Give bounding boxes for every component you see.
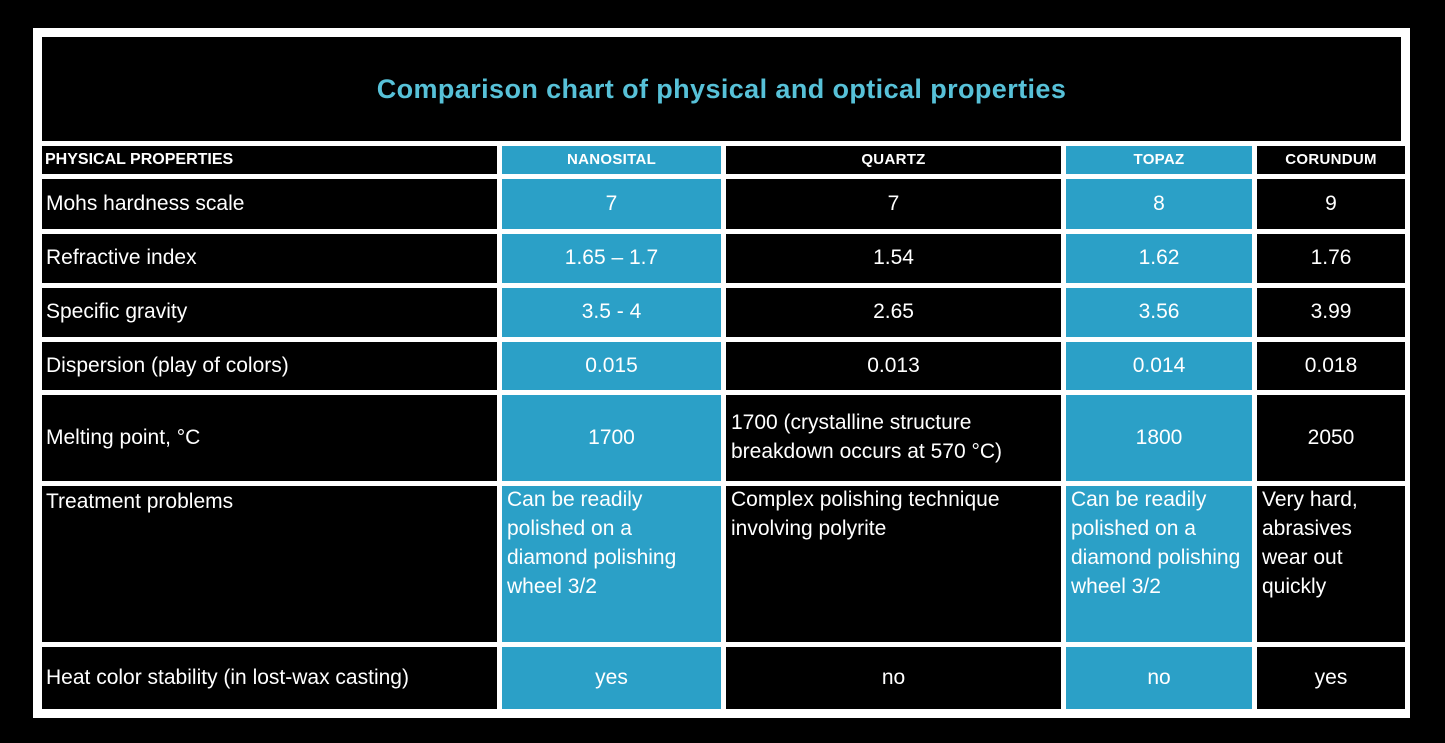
value-cell-quartz: no	[726, 647, 1061, 709]
value-cell-corundum: 0.018	[1257, 342, 1405, 390]
table-row: Treatment problems Can be readily polishe…	[42, 486, 1405, 642]
value-cell-topaz: no	[1066, 647, 1252, 709]
value-cell-corundum: 1.76	[1257, 234, 1405, 283]
value-cell-quartz: 2.65	[726, 288, 1061, 337]
value-cell-nanosital: 7	[502, 179, 721, 229]
table-frame: Comparison chart of physical and optical…	[33, 28, 1410, 718]
property-cell: Melting point, °C	[42, 395, 497, 481]
property-cell: Specific gravity	[42, 288, 497, 337]
column-header-quartz: QUARTZ	[726, 146, 1061, 174]
value-cell-topaz: 3.56	[1066, 288, 1252, 337]
value-cell-corundum: Very hard, abrasives wear out quickly	[1257, 486, 1405, 642]
value-cell-nanosital: 1700	[502, 395, 721, 481]
column-header-nanosital: NANOSITAL	[502, 146, 721, 174]
table-row: Mohs hardness scale 7 7 8 9	[42, 179, 1405, 229]
value-cell-nanosital: Can be readily polished on a diamond pol…	[502, 486, 721, 642]
value-cell-quartz: Complex polishing technique involving po…	[726, 486, 1061, 642]
value-cell-nanosital: yes	[502, 647, 721, 709]
value-cell-quartz: 0.013	[726, 342, 1061, 390]
value-cell-corundum: 3.99	[1257, 288, 1405, 337]
page-title: Comparison chart of physical and optical…	[376, 73, 1067, 104]
property-cell: Mohs hardness scale	[42, 179, 497, 229]
value-cell-corundum: yes	[1257, 647, 1405, 709]
table-row: Refractive index 1.65 – 1.7 1.54 1.62 1.76	[42, 234, 1405, 283]
value-cell-topaz: Can be readily polished on a diamond pol…	[1066, 486, 1252, 642]
table-row: Dispersion (play of colors) 0.015 0.013 0.0…	[42, 342, 1405, 390]
value-cell-topaz: 1800	[1066, 395, 1252, 481]
comparison-table: PHYSICAL PROPERTIES NANOSITAL QUARTZ TOPAZ…	[37, 141, 1410, 714]
property-cell: Heat color stability (in lost-wax castin…	[42, 647, 497, 709]
value-cell-nanosital: 1.65 – 1.7	[502, 234, 721, 283]
value-cell-nanosital: 3.5 - 4	[502, 288, 721, 337]
property-cell: Dispersion (play of colors)	[42, 342, 497, 390]
title-block: Comparison chart of physical and optical…	[42, 37, 1401, 141]
column-header-corundum: CORUNDUM	[1257, 146, 1405, 174]
value-cell-topaz: 0.014	[1066, 342, 1252, 390]
table-row: Melting point, °C 1700 1700 (crystalline s…	[42, 395, 1405, 481]
value-cell-corundum: 2050	[1257, 395, 1405, 481]
value-cell-quartz: 1.54	[726, 234, 1061, 283]
property-cell: Refractive index	[42, 234, 497, 283]
value-cell-corundum: 9	[1257, 179, 1405, 229]
table-row: Specific gravity 3.5 - 4 2.65 3.56 3.99	[42, 288, 1405, 337]
table-body: Mohs hardness scale 7 7 8 9 Refractive index 1…	[42, 179, 1405, 709]
property-cell: Treatment problems	[42, 486, 497, 642]
value-cell-nanosital: 0.015	[502, 342, 721, 390]
column-header-physical-properties: PHYSICAL PROPERTIES	[42, 146, 497, 174]
column-header-topaz: TOPAZ	[1066, 146, 1252, 174]
value-cell-topaz: 1.62	[1066, 234, 1252, 283]
header-row: PHYSICAL PROPERTIES NANOSITAL QUARTZ TOPAZ…	[42, 146, 1405, 174]
value-cell-topaz: 8	[1066, 179, 1252, 229]
value-cell-quartz: 7	[726, 179, 1061, 229]
table-row: Heat color stability (in lost-wax castin…	[42, 647, 1405, 709]
value-cell-quartz: 1700 (crystalline structure breakdown oc…	[726, 395, 1061, 481]
